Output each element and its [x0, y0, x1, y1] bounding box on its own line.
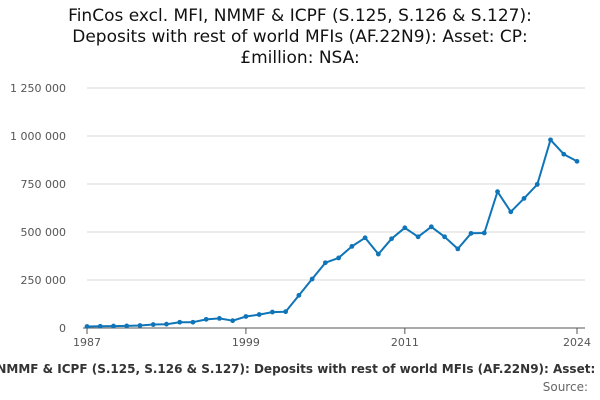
data-point[interactable] — [362, 235, 368, 241]
legend-label: FinCos excl. MFI, NMMF & ICPF (S.125, S.… — [0, 362, 600, 376]
data-point[interactable] — [150, 322, 156, 327]
data-point[interactable] — [203, 316, 209, 322]
data-point[interactable] — [111, 323, 116, 329]
y-tick-label: 750 000 — [21, 178, 67, 191]
data-point[interactable] — [256, 312, 262, 317]
data-point[interactable] — [349, 244, 355, 249]
legend: FinCos excl. MFI, NMMF & ICPF (S.125, S.… — [0, 362, 600, 382]
axes: 0 250 000 500 000 750 000 1 000 000 1 250 000… — [10, 82, 591, 349]
chart-title: FinCos excl. MFI, NMMF & ICPF (S.125, S.… — [0, 6, 600, 69]
y-tick-label: 1 000 000 — [10, 130, 66, 143]
data-point[interactable] — [481, 230, 487, 236]
data-point[interactable] — [84, 324, 90, 329]
y-tick-label: 1 250 000 — [10, 82, 66, 95]
data-point[interactable] — [548, 137, 553, 143]
data-point[interactable] — [124, 323, 130, 329]
data-point[interactable] — [97, 323, 103, 329]
x-tick-label: 1999 — [232, 336, 260, 349]
x-tick-label: 2011 — [391, 336, 419, 349]
series-line — [86, 138, 578, 328]
data-point[interactable] — [190, 319, 196, 325]
grid-lines — [87, 87, 585, 281]
x-tick-label: 1987 — [73, 336, 101, 349]
data-point[interactable] — [574, 158, 580, 164]
data-point[interactable] — [415, 234, 421, 240]
data-point[interactable] — [455, 246, 461, 252]
series-layer — [84, 137, 580, 329]
source-label: Source: — [542, 380, 588, 394]
y-tick-label: 250 000 — [21, 274, 67, 287]
data-point[interactable] — [137, 323, 143, 328]
chart-title-line-2: Deposits with rest of world MFIs (AF.22N… — [72, 27, 528, 47]
data-point[interactable] — [375, 251, 381, 257]
data-point[interactable] — [495, 189, 500, 195]
x-tick-label: 2024 — [563, 336, 591, 349]
data-point[interactable] — [177, 319, 183, 325]
chart-title-line-1: FinCos excl. MFI, NMMF & ICPF (S.125, S.… — [68, 6, 532, 26]
data-point[interactable] — [336, 255, 342, 261]
data-point[interactable] — [322, 260, 328, 266]
data-point[interactable] — [428, 224, 434, 230]
data-point[interactable] — [534, 181, 540, 187]
data-point[interactable] — [442, 234, 447, 240]
data-point[interactable] — [389, 236, 394, 242]
data-point[interactable] — [309, 276, 315, 282]
data-point[interactable] — [217, 316, 222, 321]
data-point[interactable] — [402, 225, 408, 231]
data-point[interactable] — [283, 309, 289, 315]
data-point[interactable] — [561, 151, 567, 157]
data-point[interactable] — [164, 321, 169, 327]
data-point[interactable] — [468, 230, 474, 236]
data-point[interactable] — [521, 196, 527, 201]
y-tick-label: 0 — [59, 322, 66, 335]
data-point[interactable] — [230, 318, 236, 324]
data-point[interactable] — [508, 209, 514, 215]
data-point[interactable] — [243, 314, 249, 319]
data-point[interactable] — [296, 292, 302, 298]
y-tick-label: 500 000 — [21, 226, 67, 239]
chart-title-line-3: £million: NSA: — [240, 48, 360, 68]
data-point[interactable] — [270, 309, 275, 315]
